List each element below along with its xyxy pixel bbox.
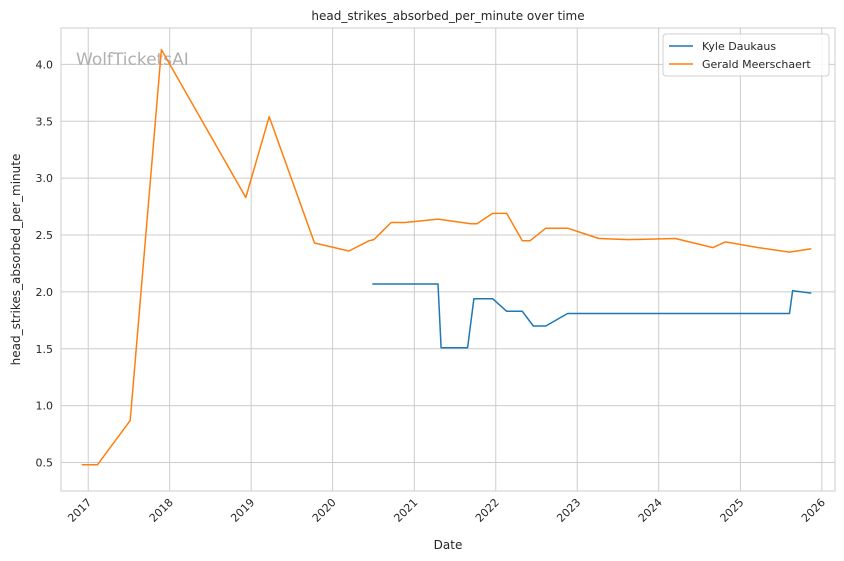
x-axis-label: Date	[434, 538, 463, 552]
x-tick-label: 2023	[554, 496, 583, 525]
series-lines	[81, 48, 812, 466]
legend-box	[662, 33, 830, 77]
y-tick-label: 4.0	[36, 58, 54, 71]
x-tick-label: 2025	[718, 496, 747, 525]
legend-label-kyle-daukaus: Kyle Daukaus	[702, 40, 776, 53]
grid	[61, 28, 835, 491]
y-tick-label: 3.0	[36, 172, 54, 185]
x-tick-label: 2026	[799, 496, 828, 525]
y-tick-label: 3.5	[36, 115, 54, 128]
x-tick-labels: 2017 2018 2019 2020 2021 2022 2023 2024 2025 2026	[65, 496, 828, 525]
y-axis-label: head_strikes_absorbed_per_minute	[9, 154, 23, 366]
x-tick-label: 2022	[473, 496, 502, 525]
x-tick-label: 2024	[636, 496, 665, 525]
y-tick-label: 0.5	[36, 457, 54, 470]
y-tick-label: 2.0	[36, 286, 54, 299]
x-tick-label: 2021	[391, 496, 420, 525]
y-tick-label: 1.5	[36, 343, 54, 356]
y-tick-labels: 0.5 1.0 1.5 2.0 2.5 3.0 3.5 4.0	[36, 58, 54, 469]
series-line-gerald-meerschaert	[81, 48, 812, 466]
x-tick-label: 2019	[228, 496, 257, 525]
y-tick-label: 2.5	[36, 229, 54, 242]
x-tick-label: 2020	[310, 496, 339, 525]
chart-title: head_strikes_absorbed_per_minute over ti…	[311, 9, 584, 23]
legend: Kyle Daukaus Gerald Meerschaert	[662, 33, 830, 77]
series-line-kyle-daukaus	[372, 283, 812, 349]
plot-frame	[60, 27, 836, 492]
y-tick-label: 1.0	[36, 400, 54, 413]
x-tick-label: 2017	[65, 496, 94, 525]
legend-label-gerald-meerschaert: Gerald Meerschaert	[702, 58, 811, 71]
x-tick-label: 2018	[147, 496, 176, 525]
